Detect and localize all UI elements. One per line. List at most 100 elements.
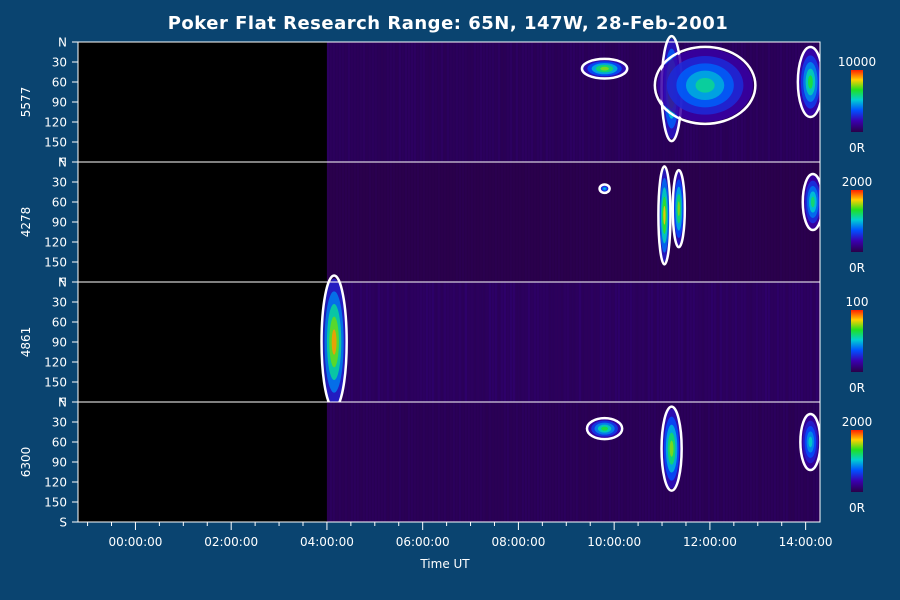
column-streak [632, 162, 635, 282]
column-streak [521, 162, 524, 282]
column-streak [449, 402, 452, 522]
column-streak [377, 402, 380, 522]
column-streak [413, 42, 416, 162]
column-streak [434, 282, 437, 402]
column-streak [773, 282, 776, 402]
column-streak [656, 402, 659, 522]
column-streak [641, 402, 644, 522]
plot-frame [77, 41, 821, 523]
column-streak [509, 42, 512, 162]
column-streak [791, 162, 794, 282]
column-streak [728, 282, 731, 402]
column-streak [644, 42, 647, 162]
column-streak [482, 402, 485, 522]
column-streak [617, 402, 620, 522]
column-streak [548, 162, 551, 282]
column-streak [533, 42, 536, 162]
contour-line [653, 45, 757, 126]
chart-title: Poker Flat Research Range: 65N, 147W, 28… [168, 13, 729, 34]
column-streak [581, 402, 584, 522]
column-streak [380, 282, 383, 402]
column-streak [467, 42, 470, 162]
column-streak [716, 402, 719, 522]
column-streak [695, 282, 698, 402]
column-streak [590, 402, 593, 522]
column-streak [470, 402, 473, 522]
y-tick-label: N [58, 276, 67, 290]
column-streak [815, 282, 818, 402]
column-streak [368, 162, 371, 282]
column-streak [521, 282, 524, 402]
column-streak [398, 162, 401, 282]
column-streak [764, 282, 767, 402]
column-streak [602, 402, 605, 522]
column-streak [587, 42, 590, 162]
column-streak [590, 42, 593, 162]
column-streak [575, 42, 578, 162]
column-streak [608, 402, 611, 522]
column-streak [686, 162, 689, 282]
column-streak [491, 162, 494, 282]
column-streak [524, 42, 527, 162]
column-streak [740, 402, 743, 522]
column-streak [788, 42, 791, 162]
column-streak [683, 282, 686, 402]
column-streak [620, 162, 623, 282]
column-streak [407, 162, 410, 282]
column-streak [497, 42, 500, 162]
column-streak [554, 282, 557, 402]
column-streak [374, 162, 377, 282]
column-streaks [326, 162, 821, 282]
column-streak [488, 42, 491, 162]
column-streak [719, 402, 722, 522]
column-streak [602, 42, 605, 162]
column-streak [500, 282, 503, 402]
column-streak [794, 282, 797, 402]
column-streak [470, 282, 473, 402]
column-streak [569, 42, 572, 162]
column-streak [785, 162, 788, 282]
column-streak [443, 42, 446, 162]
aurora-feature [671, 168, 687, 249]
column-streak [596, 42, 599, 162]
column-streak [692, 282, 695, 402]
feature-layer [695, 78, 715, 93]
column-streak [455, 402, 458, 522]
column-streak [557, 282, 560, 402]
column-streak [650, 162, 653, 282]
column-streak [785, 42, 788, 162]
column-streak [518, 402, 521, 522]
column-streak [431, 282, 434, 402]
column-streak [533, 402, 536, 522]
column-streak [461, 42, 464, 162]
column-streak [467, 162, 470, 282]
left-margin-mask [0, 42, 78, 162]
column-streak [563, 162, 566, 282]
aurora-feature [796, 45, 825, 119]
column-streak [470, 162, 473, 282]
column-streak [647, 42, 650, 162]
feature-layer [808, 436, 813, 448]
column-streak [491, 282, 494, 402]
colorbar-max-label: 2000 [842, 175, 873, 189]
y-tick-label: 120 [44, 476, 67, 490]
y-tick-label: 150 [44, 376, 67, 390]
column-streak [665, 282, 668, 402]
column-streak [410, 42, 413, 162]
column-streak [449, 162, 452, 282]
y-tick-label: S [59, 516, 67, 530]
column-streak [440, 162, 443, 282]
column-streak [707, 402, 710, 522]
column-streak [749, 402, 752, 522]
column-streak [581, 162, 584, 282]
column-streak [512, 402, 515, 522]
column-streak [638, 162, 641, 282]
column-streak [584, 282, 587, 402]
column-streak [509, 162, 512, 282]
column-streak [695, 402, 698, 522]
column-streak [530, 402, 533, 522]
column-streak [554, 402, 557, 522]
column-streak [704, 402, 707, 522]
column-streak [749, 282, 752, 402]
column-streak [569, 402, 572, 522]
